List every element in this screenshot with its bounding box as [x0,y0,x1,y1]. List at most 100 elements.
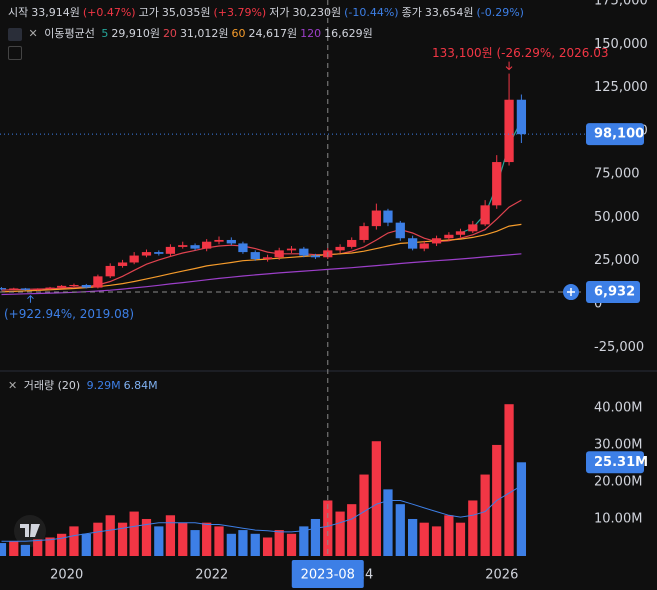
volume-bar [117,522,128,556]
candle-body [299,248,309,256]
candle-body [105,265,115,277]
last-volume-label: 25.31M [594,455,648,470]
ohlc-value: 33,654원 [424,6,474,19]
ohlc-change: (-10.44%) [344,6,399,19]
volume-bar [9,541,19,556]
candle-body [516,99,527,135]
candle-body [250,252,260,260]
ma-period: 120 [300,27,322,40]
volume-bar [33,539,43,556]
ohlc-legend: 시작 33,914원 (+0.47%) 고가 35,035원 (+3.79%) 저가 30,2… [8,4,527,20]
close-icon[interactable]: ✕ [8,379,18,392]
volume-bar [299,526,309,556]
close-icon[interactable]: ✕ [28,27,38,40]
tv-logo [14,515,46,547]
ma-period: 20 [162,27,177,40]
moving-average-line [1,253,522,296]
volume-legend-value: 9.29M [86,379,121,392]
ohlc-label: 고가 [138,6,159,19]
volume-bar [455,522,466,556]
add-alert-button[interactable] [563,284,579,301]
x-tick-label: 2020 [50,568,83,583]
x-tick-label: 2026 [485,568,518,583]
volume-bar [371,441,381,556]
volume-bar [0,543,7,556]
candle-body [20,288,31,290]
volume-bar [504,404,514,556]
candle-body [468,224,478,232]
candle-body [431,238,442,244]
crosshair-x-label: 2023-08 [301,568,355,583]
y-tick-label: 10.00M [594,511,642,526]
ohlc-value: 33,914원 [31,6,80,19]
volume-bar [262,537,273,556]
last-volume-box [586,451,644,474]
volume-bar [383,489,393,556]
y-tick-label: 25,000 [594,253,640,268]
candle-body [444,234,454,239]
candle-body [347,239,357,247]
volume-bar [20,544,31,556]
candle-body [455,231,466,235]
volume-bar [202,522,212,556]
volume-bar [359,474,369,556]
volume-bar [395,504,405,556]
ohlc-label: 시작 [8,6,29,19]
volume-bar [444,515,454,556]
candle-body [93,276,103,288]
volume-bar [480,474,490,556]
volume-bar [431,526,442,556]
y-tick-label: 125,000 [594,80,648,95]
ohlc-value: 35,035원 [161,6,211,19]
candle-body [45,287,55,289]
ma-value: 29,910원 [111,27,160,40]
visibility-toggle[interactable] [8,27,22,41]
high-arrow [505,61,513,71]
volume-bar [93,522,103,556]
volume-bar [214,526,224,556]
volume-bar [286,533,297,556]
y-tick-label: 0 [594,297,602,312]
candle-body [262,257,273,260]
y-tick-label: 40.00M [594,400,642,415]
ohlc-change: (+0.47%) [82,6,136,19]
volume-bar [347,504,357,556]
y-tick-label: 75,000 [594,167,640,182]
candle-body [69,284,79,286]
volume-bar [45,537,55,556]
x-tick-label: 2022 [195,568,228,583]
ohlc-label: 종가 [401,6,422,19]
high-annotation: 133,100원 (-26.29%, 2026.03 [432,46,609,60]
candle-body [0,288,7,290]
candle-body [238,243,248,253]
candle-body [81,284,91,288]
collapse-button[interactable] [8,46,22,60]
volume-bar [69,526,79,556]
volume-bar [57,533,67,556]
candle-body [141,252,152,256]
y-tick-label: 30.00M [594,437,642,452]
volume-bar [226,533,236,556]
crosshair-y-label: 6,932 [594,285,635,300]
candle-body [492,162,502,206]
volume-bar [81,533,91,556]
volume-bar [335,511,345,556]
candle-body [335,246,345,251]
low-arrow [27,294,34,303]
candle-body [286,248,297,251]
y-tick-label: 150,000 [594,37,648,52]
y-tick-label: 175,000 [594,0,648,9]
ohlc-change: (+3.79%) [213,6,267,19]
ma-period: 5 [101,27,109,40]
volume-bar [141,518,152,556]
y-tick-label: 20.00M [594,474,642,489]
volume-bar [250,533,260,556]
ohlc-label: 저가 [269,6,290,19]
moving-average-line [1,223,522,293]
volume-bar [178,522,188,556]
volume-title: 거래량 (20) [23,379,81,392]
ma-period: 60 [231,27,246,40]
candle-body [274,250,284,258]
